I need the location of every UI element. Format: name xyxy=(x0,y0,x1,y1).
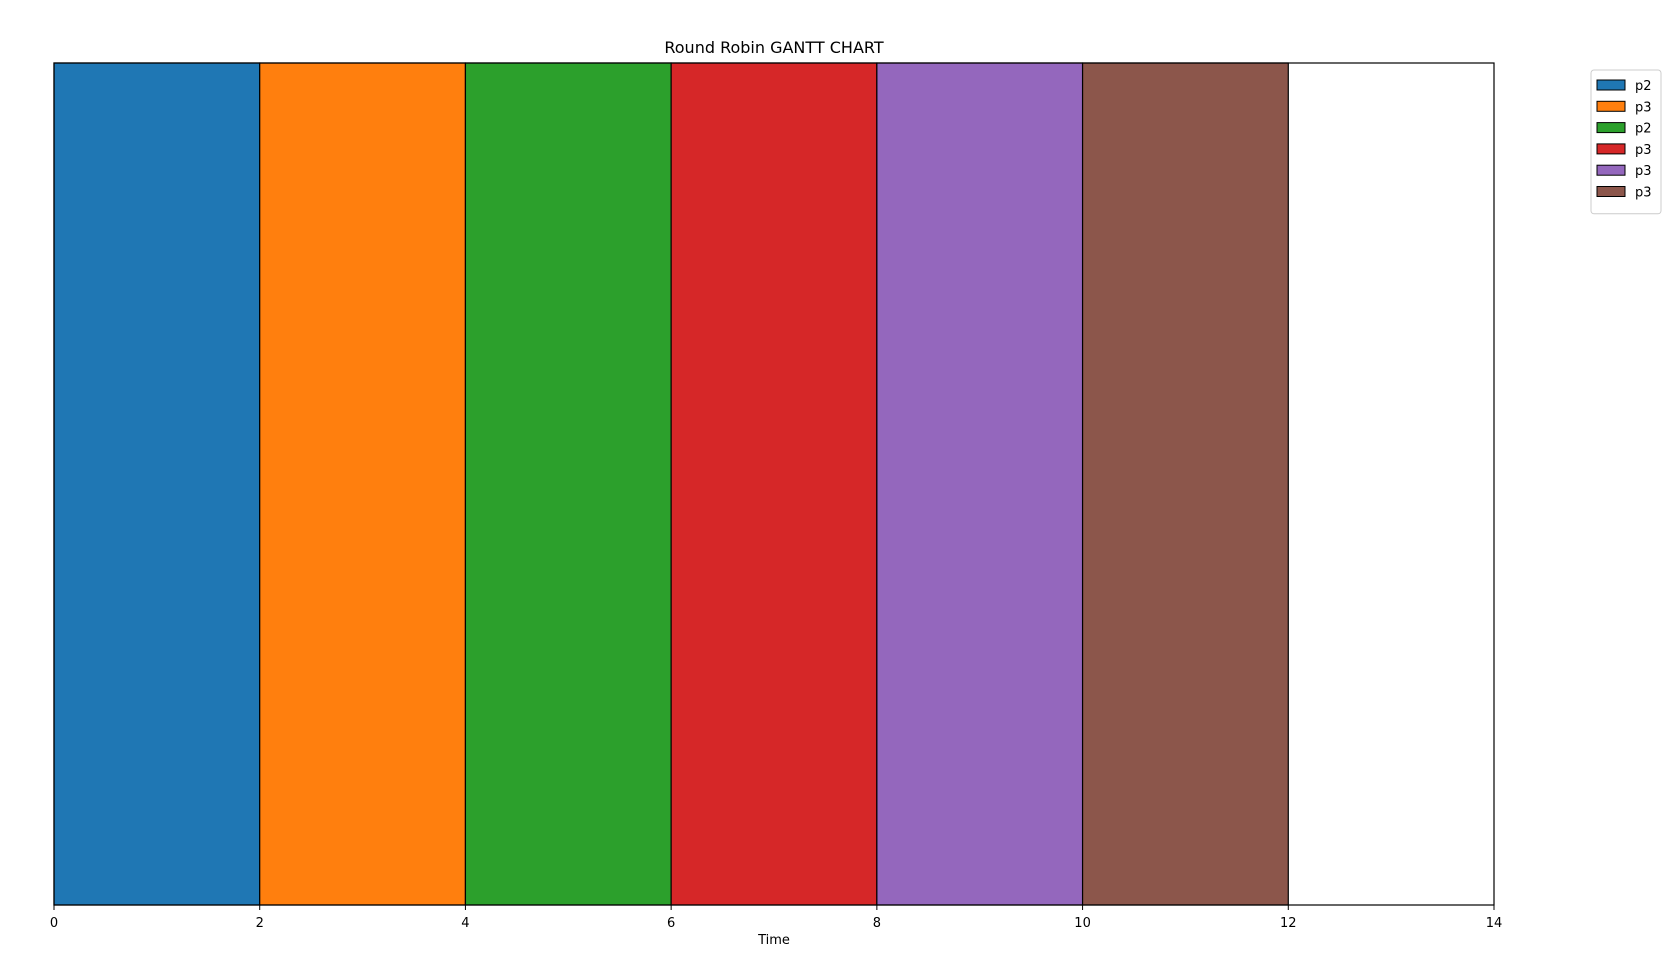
gantt-bar-2 xyxy=(464,62,672,906)
legend-label-5: p3 xyxy=(1635,186,1652,201)
gantt-bar-0 xyxy=(53,62,261,906)
legend-label-0: p2 xyxy=(1635,79,1652,94)
legend-swatch-3 xyxy=(1596,143,1626,155)
plot-frame xyxy=(53,62,1495,906)
x-tick-label-2: 4 xyxy=(461,916,469,931)
x-axis-label: Time xyxy=(757,933,790,948)
x-axis: 0 2 4 6 8 10 12 14 xyxy=(50,905,1502,931)
x-tick-label-6: 12 xyxy=(1280,916,1297,931)
gantt-bar-3 xyxy=(670,62,878,906)
bars-group xyxy=(53,62,1289,906)
legend-label-2: p2 xyxy=(1635,122,1652,137)
x-tick-label-4: 8 xyxy=(873,916,881,931)
x-tick-label-1: 2 xyxy=(256,916,264,931)
legend-label-1: p3 xyxy=(1635,100,1652,115)
x-tick-label-0: 0 xyxy=(50,916,58,931)
legend-label-3: p3 xyxy=(1635,143,1652,158)
legend: p2 p3 p2 p3 p3 p3 xyxy=(1590,69,1662,215)
legend-swatch-1 xyxy=(1596,100,1626,112)
x-tick-label-7: 14 xyxy=(1486,916,1503,931)
chart-title: Round Robin GANTT CHART xyxy=(664,38,883,57)
x-tick-label-3: 6 xyxy=(667,916,675,931)
legend-swatch-2 xyxy=(1596,122,1626,134)
gantt-bar-5 xyxy=(1081,62,1289,906)
x-tick-label-5: 10 xyxy=(1074,916,1091,931)
gantt-bar-1 xyxy=(259,62,467,906)
legend-swatch-4 xyxy=(1596,164,1626,176)
gantt-bar-4 xyxy=(876,62,1084,906)
legend-swatch-5 xyxy=(1596,186,1626,197)
legend-label-4: p3 xyxy=(1635,164,1652,179)
legend-swatch-0 xyxy=(1596,79,1626,91)
